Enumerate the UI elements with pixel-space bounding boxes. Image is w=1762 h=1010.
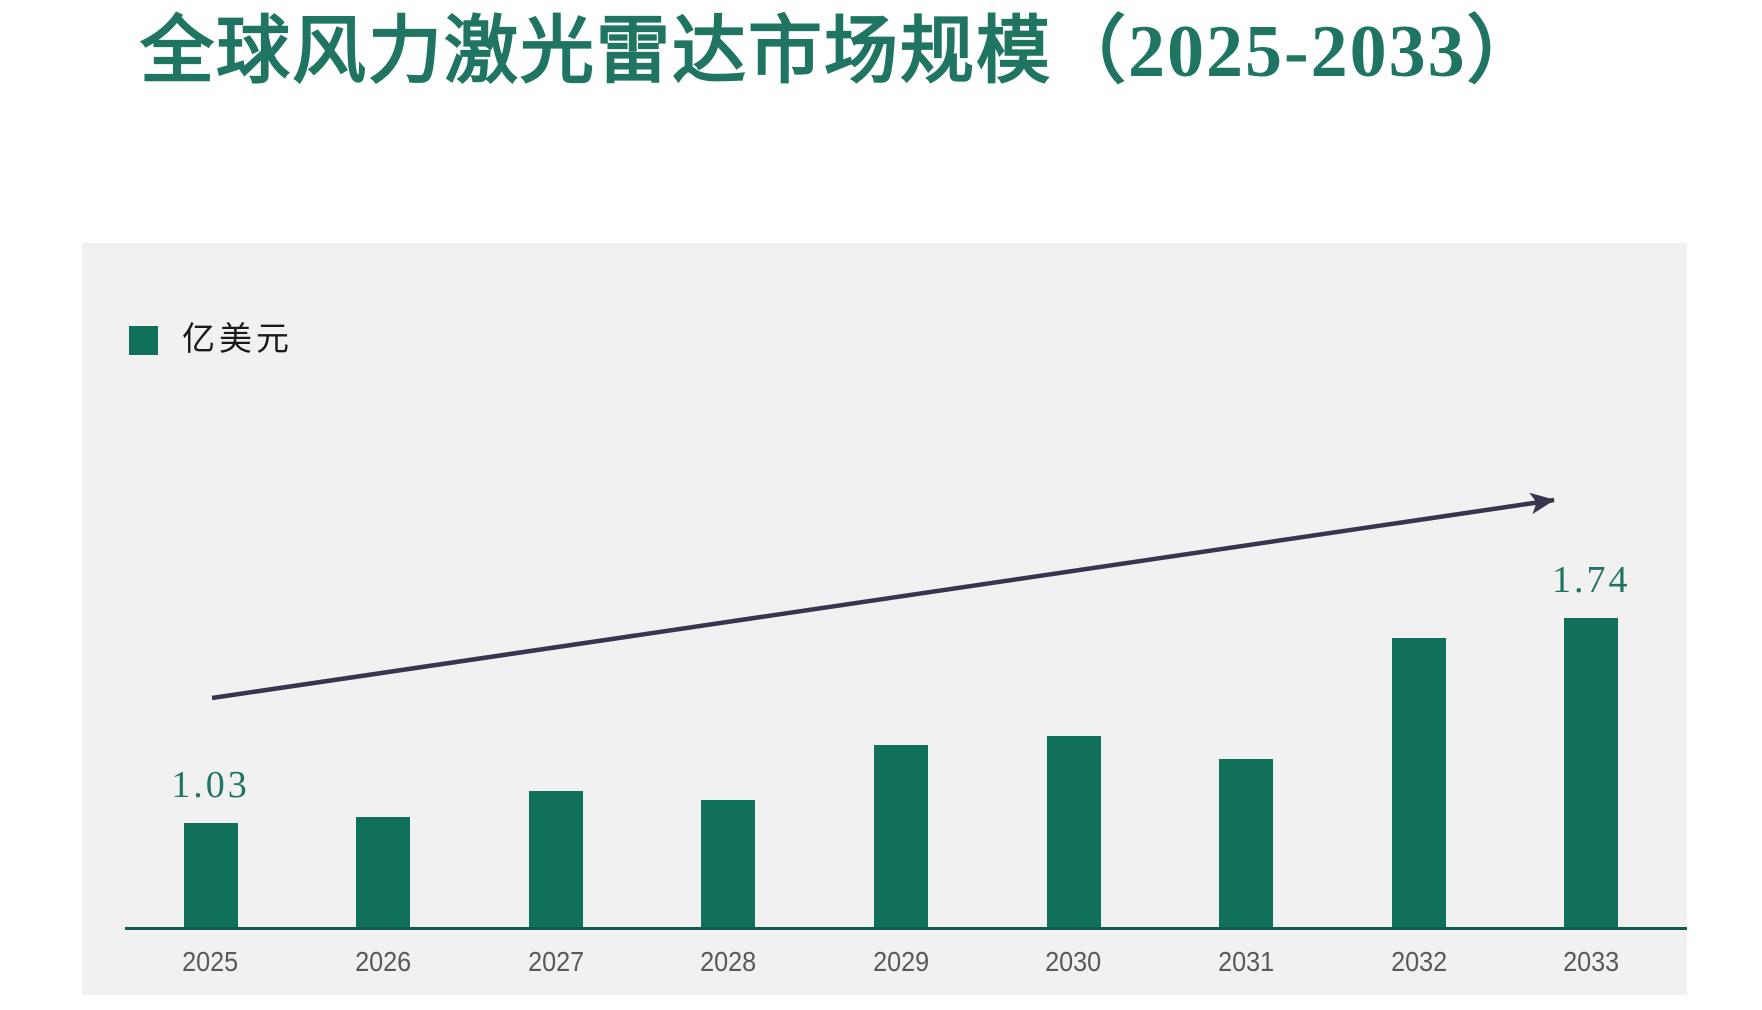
bar-2030 [1046,736,1101,927]
x-axis-label-2033: 2033 [1563,946,1620,977]
x-axis-label-2028: 2028 [700,946,757,977]
bar-2026 [356,817,411,927]
x-axis-label-2029: 2029 [872,946,929,977]
x-axis-line [125,927,1687,930]
bar-2029 [873,745,928,927]
legend-label: 亿美元 [182,322,293,358]
x-axis-label-2027: 2027 [527,946,584,977]
bar-2031 [1219,759,1274,927]
x-axis-label-2025: 2025 [182,946,239,977]
chart-title: 全球风力激光雷达市场规模（2025-2033） [140,11,1543,93]
legend-color-swatch-icon [129,326,158,355]
bar-2032 [1391,638,1446,927]
x-axis-label-2026: 2026 [355,946,412,977]
x-axis-label-2030: 2030 [1045,946,1102,977]
bar-value-label-2025: 1.03 [171,764,250,806]
bar-2033 [1564,618,1619,927]
bar-value-label-2033: 1.74 [1552,559,1631,601]
x-axis-label-2032: 2032 [1390,946,1447,977]
bar-2025 [183,823,238,927]
legend: 亿美元 [129,324,293,357]
x-axis-label-2031: 2031 [1218,946,1275,977]
bar-2028 [701,800,756,927]
bar-2027 [528,791,583,927]
